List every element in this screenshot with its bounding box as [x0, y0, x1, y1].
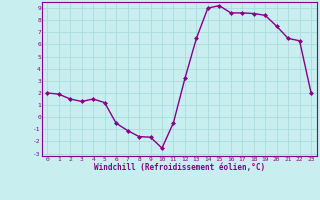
X-axis label: Windchill (Refroidissement éolien,°C): Windchill (Refroidissement éolien,°C)	[94, 163, 265, 172]
